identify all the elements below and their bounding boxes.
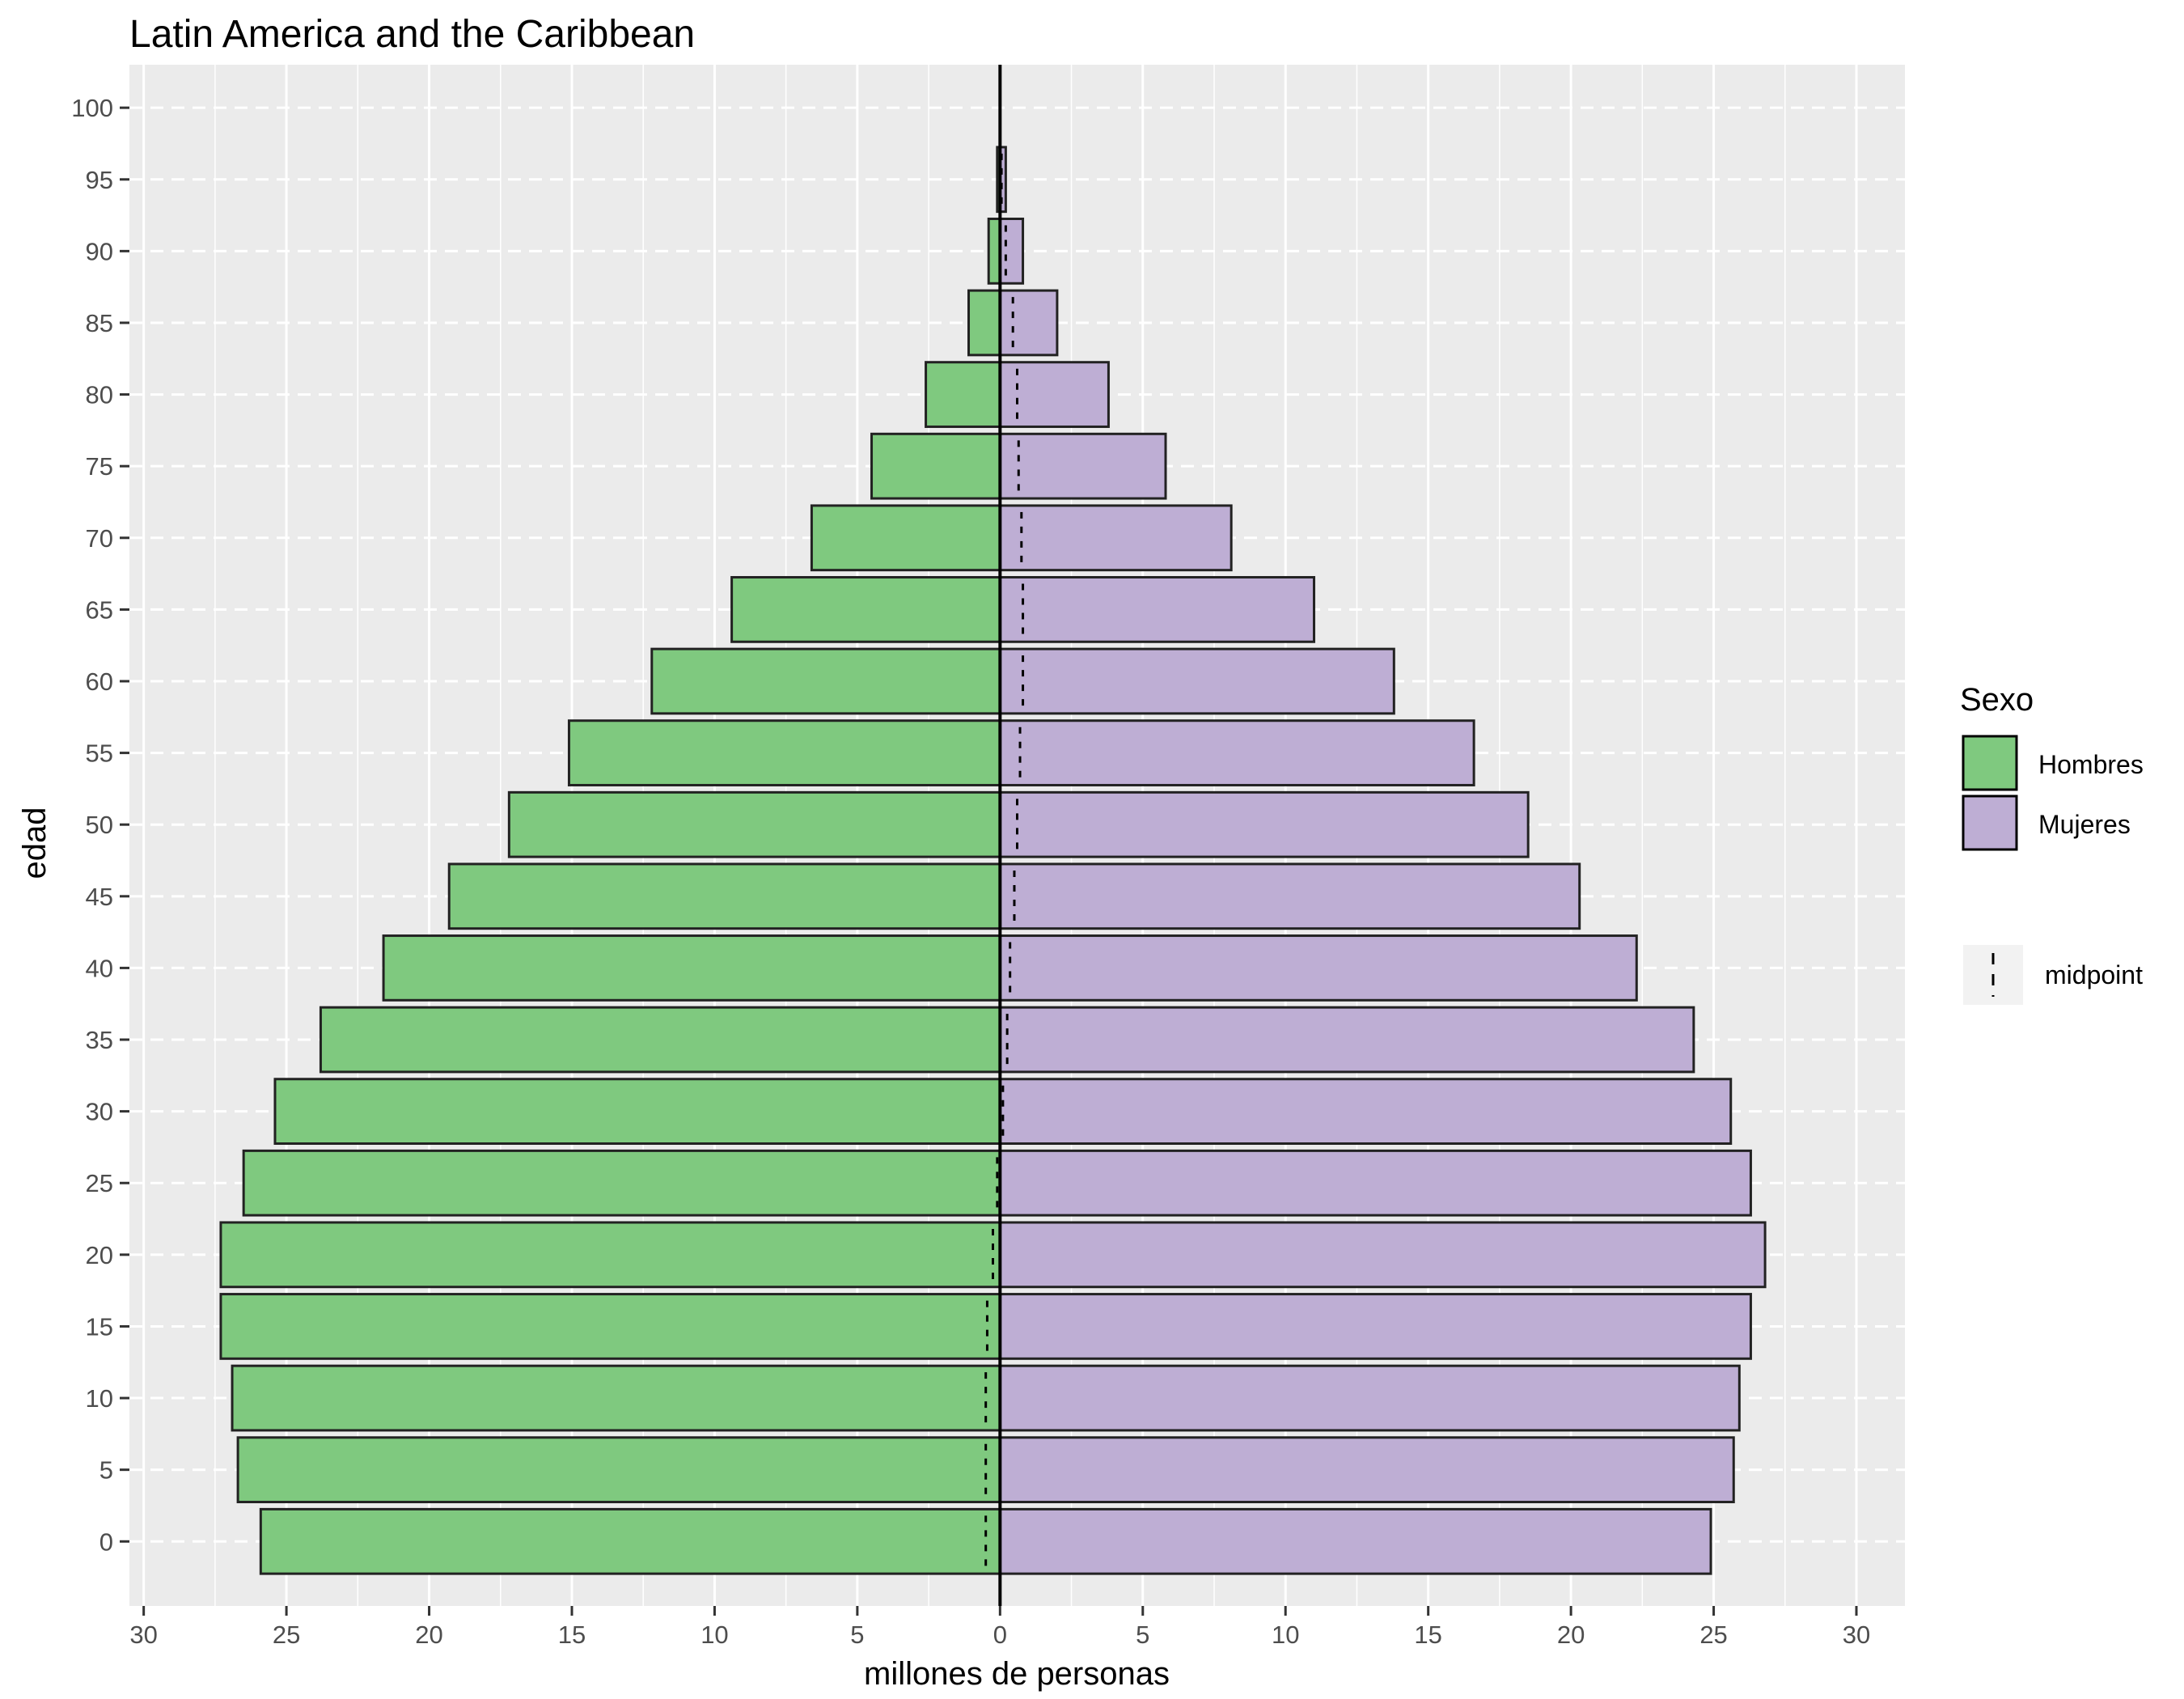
y-tick-label: 100 (71, 94, 113, 122)
chart-title: Latin America and the Caribbean (129, 13, 695, 56)
bar-mujeres (998, 862, 1581, 930)
bar-hombres (236, 1436, 1001, 1504)
bar-hombres (319, 1006, 1001, 1074)
bar-hombres (273, 1078, 1001, 1146)
x-axis-label: millones de personas (864, 1656, 1170, 1692)
legend-key-mujeres (1962, 794, 2018, 851)
y-tick-label: 50 (86, 811, 113, 839)
x-tick-label: 5 (850, 1621, 864, 1649)
y-tick-label: 85 (86, 309, 113, 337)
bar-mujeres (998, 289, 1059, 357)
x-tick-label: 0 (993, 1621, 1007, 1649)
bar-mujeres (998, 576, 1316, 643)
x-axis: 30 25 20 15 10 5 0 5 10 15 20 25 30 (129, 1606, 1870, 1649)
y-axis-label: edad (17, 807, 53, 879)
y-tick-label: 0 (99, 1527, 113, 1556)
bar-mujeres (998, 504, 1233, 572)
y-tick-label: 30 (86, 1098, 113, 1126)
x-tick-label: 20 (415, 1621, 442, 1649)
y-tick-label: 95 (86, 166, 113, 194)
y-tick-label: 25 (86, 1169, 113, 1197)
bar-mujeres (998, 790, 1530, 858)
y-tick-label: 5 (99, 1456, 113, 1485)
bar-mujeres (998, 647, 1395, 715)
bar-mujeres (998, 1293, 1752, 1360)
bar-mujeres (998, 1006, 1695, 1074)
bar-hombres (231, 1364, 1001, 1432)
legend-label-hombres: Hombres (2038, 750, 2144, 779)
bar-mujeres (998, 1436, 1735, 1504)
y-tick-label: 90 (86, 237, 113, 265)
x-tick-label: 30 (129, 1621, 157, 1649)
bar-hombres (259, 1507, 1001, 1575)
bar-hombres (507, 790, 1001, 858)
x-tick-label: 25 (1699, 1621, 1727, 1649)
bar-hombres (730, 576, 1001, 643)
y-tick-label: 55 (86, 739, 113, 768)
bar-mujeres (998, 1149, 1752, 1217)
bar-mujeres (998, 1364, 1741, 1432)
y-tick-label: 65 (86, 595, 113, 624)
legend-label-midpoint: midpoint (2045, 960, 2143, 989)
x-tick-label: 10 (1272, 1621, 1299, 1649)
bar-hombres (242, 1149, 1001, 1217)
legend-label-mujeres: Mujeres (2038, 810, 2131, 839)
bar-hombres (382, 934, 1001, 1002)
legend-key-hombres (1962, 735, 2018, 791)
legend: Sexo Hombres Mujeres midpoint (1960, 682, 2144, 1005)
bar-mujeres (998, 719, 1475, 786)
bar-hombres (219, 1293, 1001, 1360)
bar-mujeres (998, 934, 1638, 1002)
bar-hombres (447, 862, 1001, 930)
x-tick-label: 15 (1414, 1621, 1441, 1649)
legend-title: Sexo (1960, 682, 2034, 718)
y-tick-label: 15 (86, 1312, 113, 1341)
y-tick-label: 40 (86, 954, 113, 982)
bar-mujeres (998, 218, 1025, 285)
bar-mujeres (998, 1078, 1733, 1146)
y-tick-label: 45 (86, 883, 113, 911)
bar-hombres (810, 504, 1001, 572)
y-tick-label: 80 (86, 381, 113, 409)
y-tick-label: 35 (86, 1026, 113, 1054)
x-tick-label: 15 (558, 1621, 586, 1649)
y-tick-label: 60 (86, 667, 113, 696)
x-tick-label: 25 (273, 1621, 300, 1649)
x-tick-label: 10 (700, 1621, 728, 1649)
x-tick-label: 30 (1843, 1621, 1870, 1649)
y-tick-label: 70 (86, 524, 113, 553)
y-axis: 0 5 10 15 20 25 30 35 40 45 50 55 60 65 70 75 80 85 90 95 10… (71, 94, 129, 1556)
bar-hombres (650, 647, 1001, 715)
x-tick-label: 20 (1557, 1621, 1585, 1649)
y-tick-label: 10 (86, 1384, 113, 1413)
bar-hombres (967, 289, 1001, 357)
bar-hombres (987, 218, 1001, 285)
bar-hombres (567, 719, 1001, 786)
bar-mujeres (998, 1221, 1767, 1289)
bar-mujeres (998, 432, 1167, 500)
y-tick-label: 75 (86, 452, 113, 481)
x-tick-label: 5 (1136, 1621, 1149, 1649)
bar-hombres (925, 361, 1001, 428)
bar-hombres (219, 1221, 1001, 1289)
y-tick-label: 20 (86, 1241, 113, 1269)
bar-mujeres (998, 1507, 1712, 1575)
bar-hombres (870, 432, 1001, 500)
